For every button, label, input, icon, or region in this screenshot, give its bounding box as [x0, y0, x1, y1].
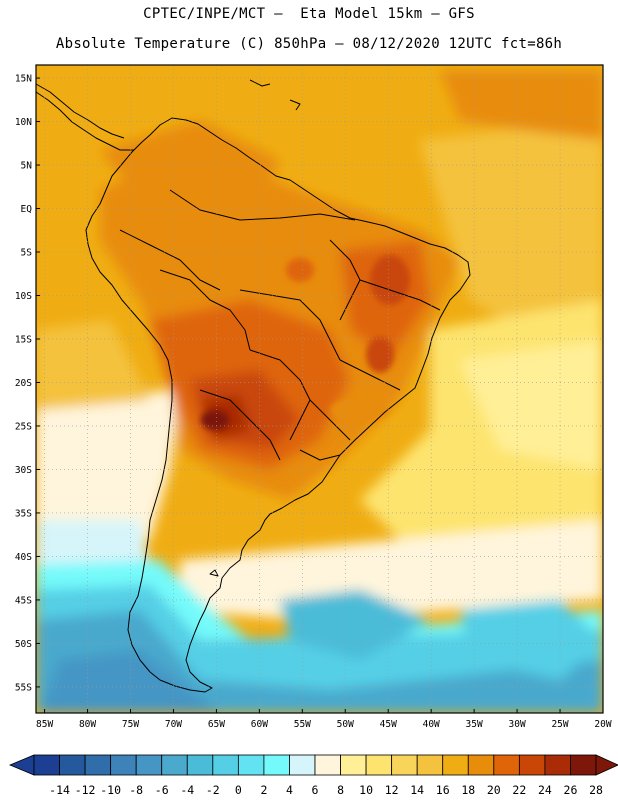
lon-label: 35W [466, 719, 483, 730]
colorbar-label: 0 [235, 783, 242, 797]
plot-frame [35, 64, 604, 714]
colorbar: -14 -12 -10 -8 -6 -4 -2 0 2 4 6 8 10 12 14 16 18 20 22 24 26… [8, 754, 618, 797]
lon-label: 20W [594, 719, 611, 730]
latitude-axis: 15N 10N 5N EQ 5S 10S 15S 20S 25S 30S 35S 40S 45S 50S 5… [15, 74, 40, 693]
lat-label: 5N [21, 161, 33, 172]
colorbar-swatch [518, 754, 546, 776]
colorbar-label: 12 [385, 783, 399, 797]
colorbar-swatch [59, 754, 86, 776]
colorbar-label: -10 [100, 783, 121, 797]
lon-label: 30W [509, 719, 526, 730]
colorbar-label: 6 [312, 783, 319, 797]
colorbar-label: -4 [180, 783, 194, 797]
lat-label: 35S [15, 508, 32, 519]
colorbar-swatch [161, 754, 188, 776]
lat-label: 15N [15, 74, 32, 85]
colorbar-label: 28 [589, 783, 603, 797]
colorbar-label: 2 [260, 783, 267, 797]
lon-label: 80W [79, 719, 96, 730]
colorbar-swatch [416, 754, 444, 776]
map-title-line-1: CPTEC/INPE/MCT — Eta Model 15km — GFS [143, 6, 475, 22]
colorbar-swatch [289, 754, 316, 776]
lat-label: 20S [15, 378, 32, 389]
colorbar-swatch [391, 754, 418, 776]
colorbar-swatch [365, 754, 393, 776]
colorbar-label: -8 [129, 783, 143, 797]
lat-label: 10N [15, 117, 32, 128]
lon-label: 50W [337, 719, 354, 730]
lon-label: 60W [251, 719, 268, 730]
lat-label: 55S [15, 682, 32, 693]
lon-label: 45W [380, 719, 397, 730]
map-title-line-2: Absolute Temperature (C) 850hPa — 08/12/… [55, 36, 563, 52]
lon-label: 25W [551, 719, 568, 730]
longitude-axis: 85W 80W 75W 70W 65W 60W 55W 50W 45W 40W 35W 30W 25W 2… [36, 709, 612, 730]
lon-label: 40W [423, 719, 440, 730]
colorbar-swatch [33, 754, 60, 776]
colorbar-swatch [544, 754, 571, 776]
lat-label: 15S [15, 334, 32, 345]
colorbar-label: 10 [359, 783, 373, 797]
colorbar-swatch [340, 754, 367, 776]
colorbar-swatch [135, 754, 163, 776]
colorbar-label: 18 [461, 783, 475, 797]
colorbar-swatch [467, 754, 495, 776]
colorbar-swatch [212, 754, 239, 776]
colorbar-label: 22 [512, 783, 526, 797]
colorbar-swatch [263, 754, 290, 776]
lat-label: EQ [21, 204, 33, 215]
colorbar-swatch [110, 754, 137, 776]
colorbar-over-arrow [595, 754, 618, 776]
colorbar-swatch [493, 754, 520, 776]
colorbar-label: 8 [337, 783, 344, 797]
colorbar-swatch [442, 754, 469, 776]
colorbar-label: 14 [410, 783, 424, 797]
colorbar-label: 20 [487, 783, 501, 797]
colorbar-label: 24 [538, 783, 552, 797]
colorbar-label: -14 [49, 783, 70, 797]
lat-label: 10S [15, 291, 32, 302]
colorbar-label: -6 [155, 783, 169, 797]
colorbar-swatch [186, 754, 214, 776]
temperature-field [36, 65, 603, 713]
lat-label: 45S [15, 595, 32, 606]
lon-label: 55W [294, 719, 311, 730]
lon-label: 70W [165, 719, 182, 730]
lat-label: 5S [21, 248, 33, 259]
lat-label: 30S [15, 465, 32, 476]
lat-label: 40S [15, 552, 32, 563]
colorbar-swatch [570, 754, 597, 776]
lon-label: 85W [36, 719, 53, 730]
colorbar-label: -12 [75, 783, 96, 797]
lat-label: 25S [15, 421, 32, 432]
colorbar-label: 4 [286, 783, 293, 797]
colorbar-swatch [237, 754, 265, 776]
colorbar-swatch [314, 754, 341, 776]
lat-label: 50S [15, 639, 32, 650]
colorbar-label: 16 [436, 783, 450, 797]
lon-label: 75W [122, 719, 139, 730]
lon-label: 65W [208, 719, 225, 730]
colorbar-swatch [84, 754, 112, 776]
colorbar-under-arrow [8, 754, 35, 776]
graticule [36, 65, 604, 713]
colorbar-label: -2 [206, 783, 220, 797]
coastlines [35, 79, 471, 693]
colorbar-label: 26 [564, 783, 578, 797]
